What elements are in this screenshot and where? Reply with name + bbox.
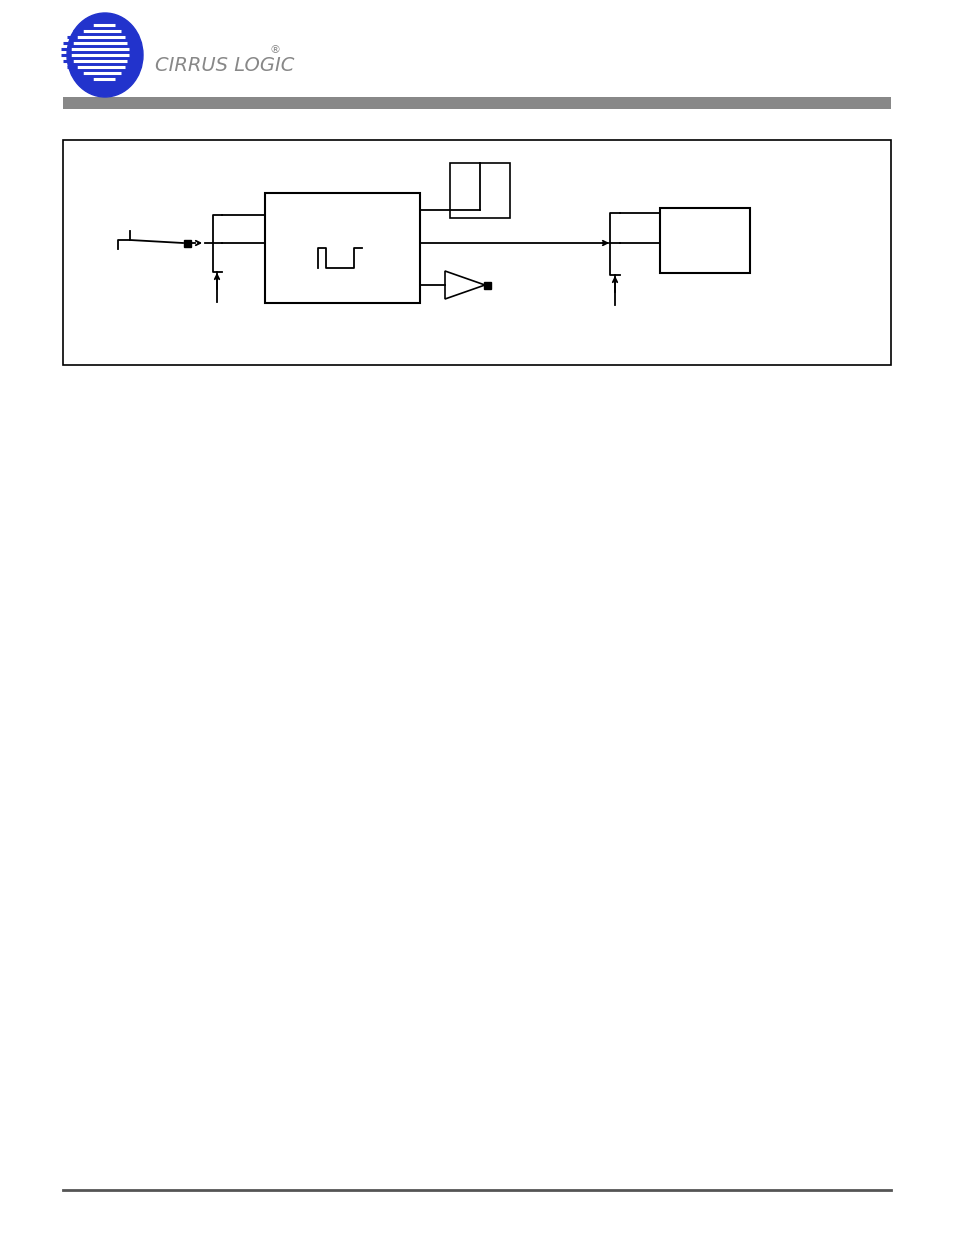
Bar <box>63 140 890 366</box>
Bar <box>450 163 510 219</box>
Bar <box>184 240 191 247</box>
Text: ®: ® <box>270 44 281 56</box>
Ellipse shape <box>67 14 143 98</box>
Bar <box>265 193 419 303</box>
Bar <box>659 207 749 273</box>
Bar <box>483 282 491 289</box>
Polygon shape <box>444 270 484 299</box>
Bar <box>63 98 890 109</box>
Text: CIRRUS LOGIC: CIRRUS LOGIC <box>154 56 294 74</box>
